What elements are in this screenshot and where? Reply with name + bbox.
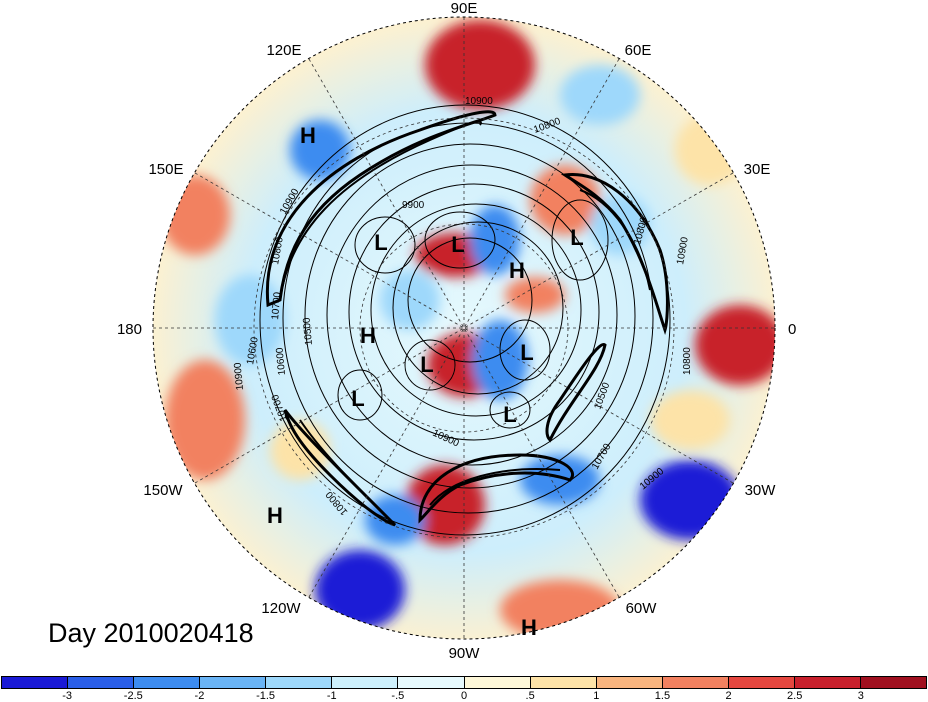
anomaly-patch xyxy=(472,320,528,400)
pressure-centers: H L L H L H L L L L H H xyxy=(267,123,584,640)
anomaly-patch xyxy=(425,20,535,110)
colorbar-swatch xyxy=(464,677,531,688)
lon-label: 150E xyxy=(148,161,183,178)
lon-label: 120E xyxy=(266,42,301,59)
colorbar-swatch xyxy=(332,677,399,688)
colorbar-tick-label: -2.5 xyxy=(123,690,143,702)
anomaly-patch xyxy=(695,305,775,385)
anomaly-patch xyxy=(365,495,425,545)
colorbar-tick-label: -1.5 xyxy=(256,690,276,702)
colorbar-tick-label: -3 xyxy=(62,690,73,702)
lon-label: 30W xyxy=(745,482,777,499)
colorbar-tick-label: 3 xyxy=(857,690,864,702)
colorbar-tick-label: 0 xyxy=(460,690,468,702)
lon-label: 90W xyxy=(449,645,481,662)
colorbar-swatch xyxy=(68,677,135,688)
lon-label: 0 xyxy=(788,321,796,338)
colorbar-tick-label: -.5 xyxy=(391,690,405,702)
pressure-center-label: H xyxy=(360,323,376,348)
pressure-center-label: L xyxy=(503,402,516,427)
colorbar-tick-label: -1 xyxy=(326,690,337,702)
contour-label: 10900 xyxy=(675,236,691,266)
anomaly-patch xyxy=(675,115,745,185)
colorbar-swatch xyxy=(2,677,69,688)
colorbar-swatch xyxy=(861,677,927,688)
lon-label: 90E xyxy=(451,0,478,17)
pressure-center-label: H xyxy=(300,123,316,148)
pressure-center-label: H xyxy=(509,258,525,283)
pressure-center-label: H xyxy=(521,615,537,640)
lon-label: 180 xyxy=(117,321,142,338)
colorbar-swatch xyxy=(134,677,201,688)
colorbar xyxy=(1,676,927,689)
colorbar-swatch xyxy=(266,677,333,688)
pressure-center-label: H xyxy=(267,503,283,528)
colorbar-ticks: -3 -2.5 -2 -1.5 -1 -.5 0 .5 1 1.5 2 2.5 3 xyxy=(1,690,927,702)
anomaly-patch xyxy=(380,270,440,330)
anomaly-patch xyxy=(160,175,230,255)
anomaly-patch xyxy=(315,550,405,630)
lon-label: 30E xyxy=(744,161,771,178)
contour-label: 10600 xyxy=(245,336,261,366)
lon-label: 120W xyxy=(261,600,301,617)
graticule xyxy=(153,17,775,639)
pressure-center-label: L xyxy=(374,230,387,255)
anomaly-patch xyxy=(405,465,485,545)
anomaly-patch xyxy=(505,277,565,313)
anomaly-patch xyxy=(500,580,620,639)
contour-label: 10600 xyxy=(275,347,288,376)
anomaly-patch xyxy=(165,360,245,480)
colorbar-swatch xyxy=(662,677,729,688)
contour-label: 10500 xyxy=(302,317,315,346)
anomaly-patch xyxy=(650,390,730,450)
anomaly-patch xyxy=(270,420,330,480)
colorbar-tick-label: 2.5 xyxy=(787,690,803,702)
anomaly-patch xyxy=(560,65,640,125)
colorbar-swatch xyxy=(728,677,795,688)
height-contours xyxy=(259,104,671,536)
anomaly-patch xyxy=(520,455,600,505)
lon-label: 150W xyxy=(143,482,183,499)
pressure-center-label: L xyxy=(451,232,464,257)
contour-label: 10900 xyxy=(233,362,246,391)
lon-label: 60W xyxy=(626,600,658,617)
pressure-center-label: L xyxy=(570,225,583,250)
colorbar-swatch xyxy=(530,677,597,688)
colorbar-tick-label: 1.5 xyxy=(654,690,671,702)
colorbar-swatch xyxy=(794,677,862,688)
map-boundary xyxy=(152,16,776,640)
pressure-center-label: L xyxy=(351,386,364,411)
colorbar-swatch xyxy=(596,677,663,688)
pressure-center-label: L xyxy=(520,340,533,365)
contour-label: 9900 xyxy=(402,200,425,211)
anomaly-shading xyxy=(153,17,775,639)
colorbar-swatch xyxy=(200,677,267,688)
longitude-labels: 90E 60E 30E 0 30W 60W 90W 120W 150W 180 … xyxy=(117,0,796,662)
anomaly-patch xyxy=(290,120,350,180)
pressure-center-label: L xyxy=(420,352,433,377)
contour-label: 10800 xyxy=(682,347,693,375)
colorbar-tick-label: -2 xyxy=(194,690,205,702)
colorbar-tick-label: 1 xyxy=(593,690,600,702)
jet-contours xyxy=(265,110,669,527)
contour-label: 10700 xyxy=(270,291,283,320)
map-title: Day 2010020418 xyxy=(48,618,254,648)
colorbar-tick-label: 2 xyxy=(725,690,732,702)
contour-label: 10900 xyxy=(465,96,493,107)
colorbar-swatch xyxy=(398,677,465,688)
lon-label: 60E xyxy=(625,42,652,59)
contour-label: 10800 xyxy=(270,236,286,266)
colorbar-tick-label: .5 xyxy=(525,690,535,702)
